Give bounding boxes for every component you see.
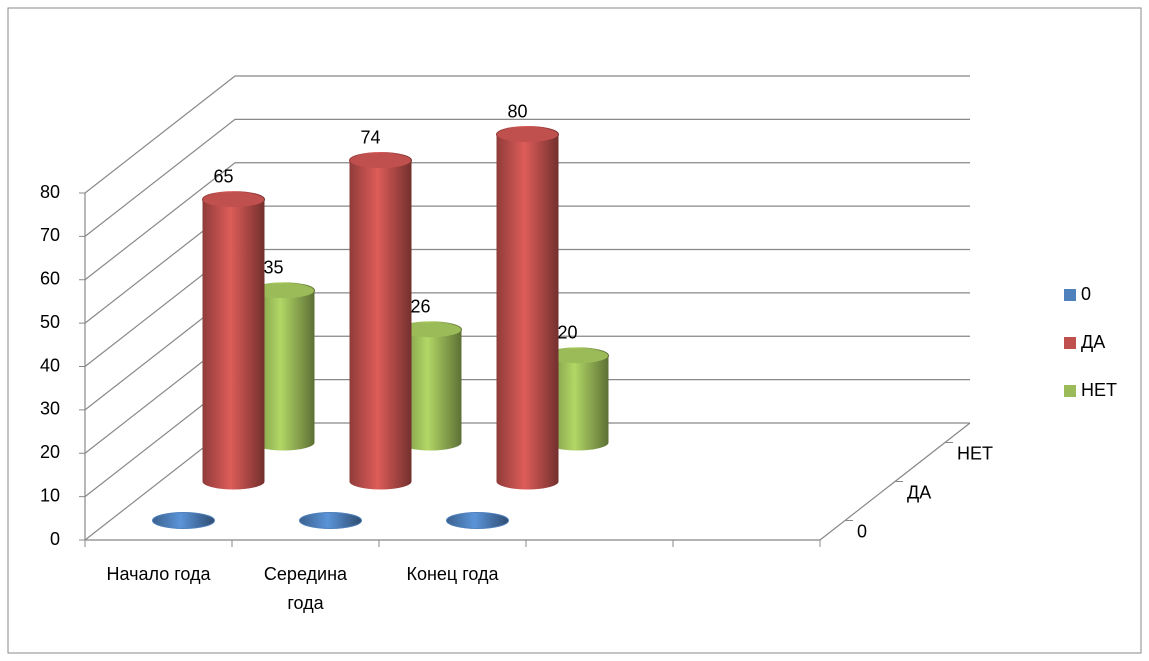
legend-label: НЕТ	[1081, 380, 1117, 400]
legend-label: ДА	[1081, 332, 1105, 352]
legend-label: 0	[1081, 284, 1091, 304]
bar-top	[202, 191, 265, 209]
bar	[399, 329, 462, 451]
x-tick-label: Конец года	[406, 564, 499, 584]
data-label: 35	[263, 257, 283, 277]
depth-label: 0	[857, 521, 867, 541]
depth-label: ДА	[907, 482, 931, 502]
data-label: 80	[507, 101, 527, 121]
bar	[496, 134, 559, 490]
y-tick-label: 80	[40, 182, 60, 202]
bar	[446, 512, 509, 529]
y-tick-label: 60	[40, 269, 60, 289]
data-label: 74	[360, 127, 380, 147]
legend-swatch	[1064, 337, 1076, 349]
y-tick-label: 20	[40, 442, 60, 462]
x-tick-label: Середина года	[263, 564, 348, 613]
grid-line	[84, 162, 970, 281]
y-tick-label: 40	[40, 355, 60, 375]
bar	[299, 512, 362, 529]
bar	[349, 160, 412, 490]
bar-top	[496, 126, 559, 143]
y-tick-label: 50	[40, 312, 60, 332]
bar	[546, 355, 609, 451]
y-tick-label: 30	[40, 399, 60, 419]
bar	[252, 290, 315, 451]
y-tick-label: 10	[40, 485, 60, 505]
y-tick-label: 70	[40, 225, 60, 245]
legend-swatch	[1064, 385, 1076, 397]
grid-line	[84, 118, 970, 237]
data-label: 26	[410, 296, 430, 316]
legend-swatch	[1064, 289, 1076, 301]
grid-line	[84, 75, 970, 194]
depth-label: НЕТ	[957, 443, 993, 463]
y-tick-label: 0	[50, 529, 60, 549]
bar	[202, 199, 265, 490]
chart-border	[7, 7, 1142, 654]
data-label: 65	[213, 166, 233, 186]
bar-top	[349, 152, 412, 170]
bar	[152, 512, 215, 529]
data-label: 20	[557, 323, 577, 343]
x-tick-label: Начало года	[106, 564, 211, 584]
